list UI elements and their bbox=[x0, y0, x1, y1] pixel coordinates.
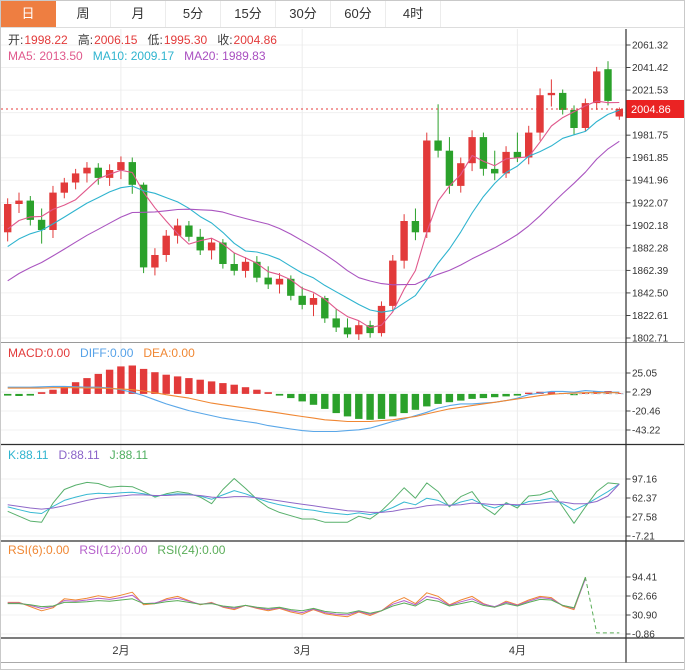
axis-tick-label: 30.90 bbox=[632, 611, 657, 622]
month-axis-label: 2月 bbox=[112, 645, 129, 657]
axis-tick-label: -0.86 bbox=[632, 630, 655, 641]
month-axis-label: 4月 bbox=[509, 645, 526, 657]
j-value: J:88.11 bbox=[109, 448, 149, 462]
k-value: K:88.11 bbox=[8, 448, 49, 462]
tab-day[interactable]: 日 bbox=[1, 1, 56, 27]
axis-tick-label: 94.41 bbox=[632, 573, 657, 584]
rsi12-value: RSI(12):0.00 bbox=[79, 543, 148, 557]
ma-lines bbox=[1, 100, 625, 329]
axis-tick-label: 1981.75 bbox=[632, 131, 669, 142]
current-price-tag-text: 2004.86 bbox=[631, 104, 671, 116]
rsi24-value: RSI(24):0.00 bbox=[157, 543, 226, 557]
tab-30min[interactable]: 30分 bbox=[276, 1, 331, 27]
kdj-pane bbox=[7, 478, 620, 524]
axis-tick-label: 1842.50 bbox=[632, 288, 669, 299]
axis-tick-label: 62.37 bbox=[632, 494, 657, 505]
axis-tick-label: 25.05 bbox=[632, 369, 657, 380]
axis-tick-label: 1941.96 bbox=[632, 176, 669, 187]
macd-pane bbox=[4, 365, 625, 433]
axis-tick-label: 1961.85 bbox=[632, 153, 669, 164]
axis-tick-label: 1922.07 bbox=[632, 198, 669, 209]
candlestick-series bbox=[4, 61, 623, 340]
month-axis-label: 3月 bbox=[294, 645, 311, 657]
low-value: 1995.30 bbox=[163, 33, 208, 47]
ohlc-readout: 开:1998.22 高:2006.15 低:1995.30 收:2004.86 bbox=[8, 33, 287, 47]
d-value: D:88.11 bbox=[58, 448, 100, 462]
tab-4hour[interactable]: 4时 bbox=[386, 1, 441, 27]
tab-60min[interactable]: 60分 bbox=[331, 1, 386, 27]
timeframe-tabbar: 日周月 5分 15分 30分 60分 4时 bbox=[1, 1, 684, 28]
axis-tick-label: 62.66 bbox=[632, 592, 657, 603]
axis-tick-label: 1822.61 bbox=[632, 311, 669, 322]
low-label: 低: bbox=[147, 33, 163, 47]
close-label: 收: bbox=[217, 33, 233, 47]
dea-value: DEA:0.00 bbox=[143, 346, 195, 360]
axis-tick-label: 27.58 bbox=[632, 513, 657, 524]
current-price-tag-group: 2004.86 bbox=[626, 100, 684, 118]
axis-tick-label: -20.46 bbox=[632, 407, 661, 418]
close-value: 2004.86 bbox=[233, 33, 277, 47]
tab-month[interactable]: 月 bbox=[111, 1, 166, 27]
high-label: 高: bbox=[77, 33, 94, 47]
macd-readout: MACD:0.00 DIFF:0.00 DEA:0.00 bbox=[8, 346, 205, 360]
current-price-tag bbox=[626, 100, 684, 118]
open-value: 1998.22 bbox=[24, 33, 68, 47]
tab-15min[interactable]: 15分 bbox=[221, 1, 276, 27]
axis-tick-label: 1882.28 bbox=[632, 243, 669, 254]
kdj-readout: K:88.11 D:88.11 J:88.11 bbox=[8, 448, 158, 462]
ma20-readout: MA20: 1989.83 bbox=[184, 49, 266, 63]
axis-tick-label: 2.29 bbox=[632, 388, 652, 399]
axis-tick-label: 2021.53 bbox=[632, 86, 669, 97]
ma-readout: MA5: 2013.50 MA10: 2009.17 MA20: 1989.83 bbox=[8, 49, 276, 63]
rsi6-value: RSI(6):0.00 bbox=[8, 543, 70, 557]
pane-borders bbox=[1, 29, 684, 663]
tab-week[interactable]: 周 bbox=[56, 1, 111, 27]
ma5-readout: MA5: 2013.50 bbox=[8, 49, 83, 63]
ma10-readout: MA10: 2009.17 bbox=[92, 49, 175, 63]
axis-tick-label: 1902.18 bbox=[632, 221, 669, 232]
high-value: 2006.15 bbox=[94, 33, 138, 47]
axis-tick-label: 97.16 bbox=[632, 475, 657, 486]
axis-tick-label: 1862.39 bbox=[632, 266, 669, 277]
macd-value: MACD:0.00 bbox=[8, 346, 71, 360]
axis-tick-label: -43.22 bbox=[632, 426, 661, 437]
axis-tick-label: -7.21 bbox=[632, 532, 655, 543]
rsi-pane bbox=[7, 577, 620, 634]
axis-tick-label: 2061.32 bbox=[632, 41, 669, 52]
rsi-readout: RSI(6):0.00 RSI(12):0.00 RSI(24):0.00 bbox=[8, 543, 235, 557]
open-label: 开: bbox=[8, 33, 24, 47]
axis-tick-label: 2041.42 bbox=[632, 63, 669, 74]
tab-5min[interactable]: 5分 bbox=[166, 1, 221, 27]
axis-tick-label: 1802.71 bbox=[632, 334, 669, 345]
diff-value: DIFF:0.00 bbox=[80, 346, 134, 360]
